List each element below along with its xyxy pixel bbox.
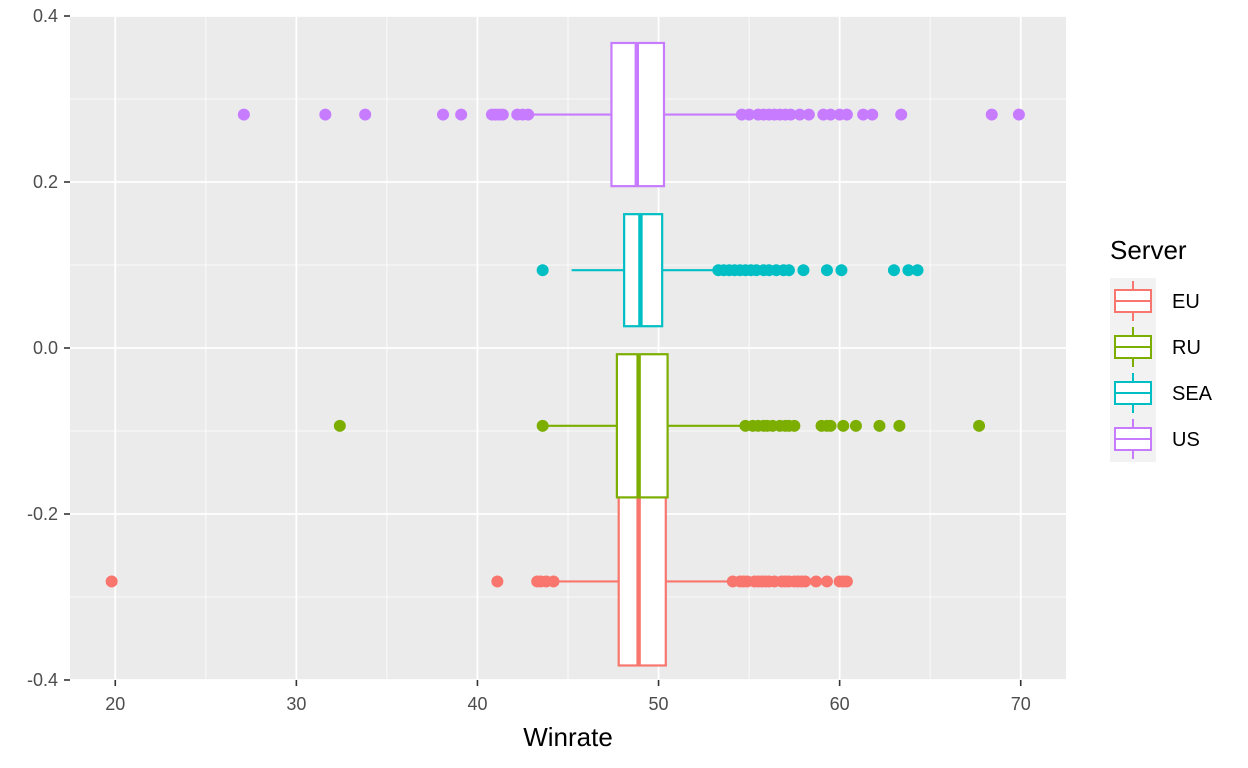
box-ru — [333, 353, 986, 499]
outlier-point — [911, 264, 924, 277]
outlier-point — [824, 419, 837, 432]
outlier-point — [893, 419, 906, 432]
outlier-point — [902, 264, 915, 277]
outlier-point — [1012, 108, 1025, 121]
outlier-point — [237, 108, 250, 121]
outlier-point — [782, 264, 795, 277]
y-tick-label: 0.0 — [33, 338, 58, 358]
box-marks — [105, 41, 1025, 667]
outlier-point — [973, 419, 986, 432]
outlier-point — [784, 108, 797, 121]
outlier-point — [105, 575, 118, 588]
major-gridlines — [70, 15, 1066, 681]
outlier-point — [820, 575, 833, 588]
x-tick-label: 30 — [286, 694, 306, 714]
outlier-point — [840, 108, 853, 121]
x-tick-label: 60 — [830, 694, 850, 714]
y-tick-label: -0.2 — [27, 504, 58, 524]
outlier-point — [333, 419, 346, 432]
x-tick-label: 20 — [105, 694, 125, 714]
x-axis-title: Winrate — [523, 722, 613, 752]
outlier-point — [873, 419, 886, 432]
outlier-point — [547, 575, 560, 588]
outlier-point — [810, 575, 823, 588]
outlier-point — [788, 419, 801, 432]
outlier-point — [743, 108, 756, 121]
outlier-point — [866, 108, 879, 121]
outlier-point — [491, 575, 504, 588]
outlier-point — [857, 108, 870, 121]
x-tick-label: 50 — [649, 694, 669, 714]
outlier-point — [437, 108, 450, 121]
iqr-box — [617, 496, 667, 667]
outlier-point — [835, 264, 848, 277]
legend: Server EU RU SEA US — [1110, 235, 1213, 462]
iqr-box — [615, 353, 669, 499]
y-tick-label: 0.2 — [33, 172, 58, 192]
legend-items: EU RU SEA US — [1114, 281, 1213, 459]
x-tick-label: 40 — [467, 694, 487, 714]
y-tick-label: -0.4 — [27, 670, 58, 690]
outlier-point — [802, 108, 815, 121]
outlier-point — [824, 108, 837, 121]
legend-item-sea: SEA — [1114, 373, 1213, 413]
outlier-point — [319, 108, 332, 121]
legend-item-eu: EU — [1114, 281, 1200, 321]
outlier-point — [895, 108, 908, 121]
outlier-point — [793, 108, 806, 121]
outlier-point — [799, 575, 812, 588]
legend-label: RU — [1172, 337, 1201, 359]
axes: 20 30 40 50 60 70 -0.4 -0.2 0.0 0.2 0.4 — [27, 6, 1031, 714]
outlier-point — [887, 264, 900, 277]
outlier-point — [840, 575, 853, 588]
outlier-point — [849, 419, 862, 432]
legend-item-us: US — [1114, 419, 1200, 459]
outlier-point — [797, 264, 810, 277]
legend-label: US — [1172, 429, 1200, 451]
outlier-point — [985, 108, 998, 121]
iqr-box — [623, 213, 664, 328]
outlier-point — [522, 108, 535, 121]
y-tick-label: 0.4 — [33, 6, 58, 26]
box-us — [237, 41, 1025, 188]
outlier-point — [837, 419, 850, 432]
outlier-point — [359, 108, 372, 121]
outlier-point — [496, 108, 509, 121]
legend-item-ru: RU — [1114, 327, 1201, 367]
outlier-point — [820, 264, 833, 277]
outlier-point — [455, 108, 468, 121]
legend-label: SEA — [1172, 383, 1213, 405]
outlier-point — [536, 419, 549, 432]
legend-label: EU — [1172, 291, 1200, 313]
x-tick-label: 70 — [1011, 694, 1031, 714]
outlier-point — [536, 264, 549, 277]
box-sea — [536, 213, 924, 328]
legend-title: Server — [1110, 235, 1187, 265]
